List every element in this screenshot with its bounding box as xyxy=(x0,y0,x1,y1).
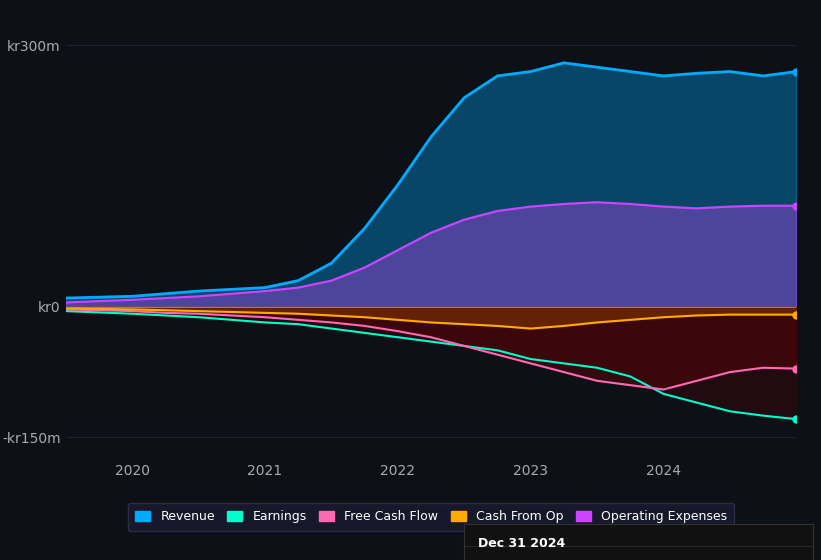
Text: Dec 31 2024: Dec 31 2024 xyxy=(478,538,565,550)
Legend: Revenue, Earnings, Free Cash Flow, Cash From Op, Operating Expenses: Revenue, Earnings, Free Cash Flow, Cash … xyxy=(128,502,734,530)
